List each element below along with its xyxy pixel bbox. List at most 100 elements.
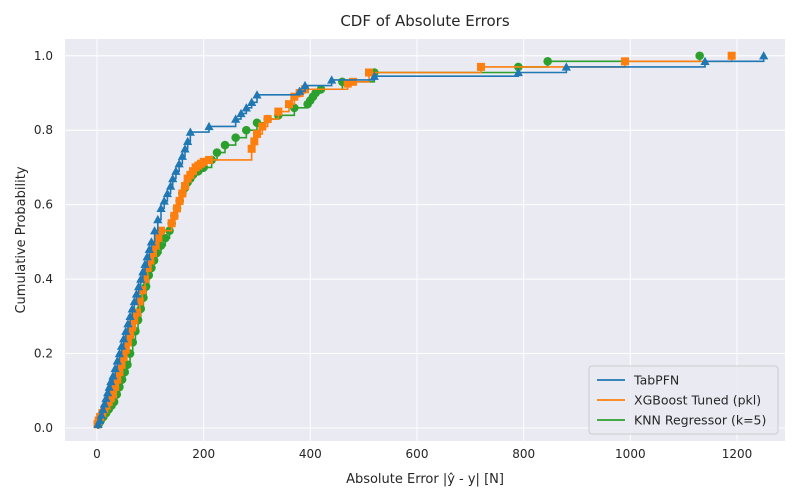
data-point — [695, 51, 704, 61]
data-point — [110, 363, 120, 373]
data-point — [114, 348, 124, 358]
data-point — [727, 51, 736, 60]
data-point — [153, 214, 163, 224]
data-point — [150, 226, 160, 235]
data-point — [123, 338, 132, 347]
data-point — [129, 296, 139, 306]
data-point — [205, 155, 213, 164]
legend: TabPFN XGBoost Tuned (pkl) KNN Regressor (… — [588, 365, 779, 435]
data-point — [146, 237, 156, 246]
data-point — [247, 97, 257, 106]
chart-title: CDF of Absolute Errors — [340, 12, 510, 30]
data-point — [258, 122, 267, 131]
data-point — [154, 234, 163, 243]
data-point — [126, 330, 135, 339]
data-point — [130, 316, 139, 325]
data-point — [349, 77, 357, 86]
data-point — [138, 267, 148, 276]
data-point — [199, 157, 208, 166]
data-point — [327, 75, 337, 84]
data-point — [146, 256, 155, 265]
data-point — [204, 121, 214, 131]
x-axis-label: Absolute Error |ŷ - y| [N] — [346, 472, 504, 487]
data-point — [178, 189, 187, 198]
data-point — [106, 376, 116, 386]
data-point — [143, 263, 152, 272]
data-point — [241, 103, 251, 112]
data-point — [185, 127, 195, 136]
data-point — [253, 129, 261, 138]
data-point — [263, 115, 272, 124]
data-point — [167, 219, 176, 228]
y-tick-label: 0.6 — [34, 198, 53, 212]
legend-item-label: TabPFN — [633, 373, 679, 388]
data-point — [252, 90, 262, 99]
data-point — [700, 56, 710, 66]
data-point — [274, 107, 283, 116]
data-point — [365, 68, 373, 77]
series-tabpfn — [93, 51, 769, 429]
data-point — [543, 57, 552, 66]
data-point — [144, 244, 154, 253]
data-point — [513, 67, 523, 77]
data-point — [300, 80, 310, 90]
data-point — [134, 281, 144, 291]
data-point — [166, 181, 176, 190]
data-point — [113, 375, 122, 384]
data-point — [168, 173, 178, 183]
data-point — [127, 304, 137, 313]
x-tick-label: 600 — [406, 447, 429, 461]
data-point — [133, 308, 141, 317]
data-point — [212, 148, 222, 157]
data-point — [621, 57, 629, 66]
data-point — [135, 297, 144, 306]
legend-item-label: XGBoost Tuned (pkl) — [634, 393, 761, 408]
data-point — [99, 399, 110, 408]
data-point — [477, 62, 485, 71]
data-point — [285, 100, 293, 109]
data-point — [561, 62, 571, 71]
data-point — [173, 204, 181, 213]
y-axis-label: Cumulative Probability — [14, 166, 29, 313]
data-point — [180, 144, 190, 153]
data-point — [125, 311, 135, 320]
data-point — [103, 388, 113, 397]
data-point — [96, 410, 106, 419]
data-point — [295, 86, 305, 95]
data-point — [159, 196, 169, 205]
data-point — [175, 196, 184, 205]
data-point — [112, 356, 122, 365]
data-point — [119, 353, 128, 362]
data-point — [250, 137, 259, 146]
data-point — [174, 159, 184, 168]
data-point — [104, 382, 114, 391]
data-point — [111, 383, 120, 392]
data-point — [123, 319, 133, 328]
x-tick-label: 1200 — [722, 447, 753, 461]
data-point — [236, 108, 246, 118]
tick-labels: 0 200 400 600 800 1000 1200 0.0 0.2 0.4 0.6 0.8 1.0 — [34, 49, 752, 461]
data-point — [156, 203, 166, 213]
series-layer — [93, 51, 769, 429]
legend-box — [588, 365, 779, 435]
data-point — [142, 252, 152, 261]
data-point — [101, 393, 111, 402]
y-tick-label: 0.8 — [34, 123, 53, 137]
data-point — [98, 404, 108, 414]
data-point — [343, 79, 352, 88]
data-point — [115, 368, 124, 377]
data-point — [95, 415, 105, 425]
data-point — [151, 241, 160, 250]
data-point — [149, 249, 157, 258]
x-tick-label: 0 — [93, 447, 101, 461]
data-point — [140, 259, 150, 268]
data-point — [128, 323, 137, 332]
data-point — [162, 188, 172, 198]
data-point — [116, 341, 127, 350]
data-point — [231, 133, 240, 142]
data-point — [160, 233, 170, 243]
legend-item-label: KNN Regressor (k=5) — [634, 413, 766, 428]
x-tick-label: 1000 — [615, 447, 646, 461]
data-point — [183, 136, 193, 146]
